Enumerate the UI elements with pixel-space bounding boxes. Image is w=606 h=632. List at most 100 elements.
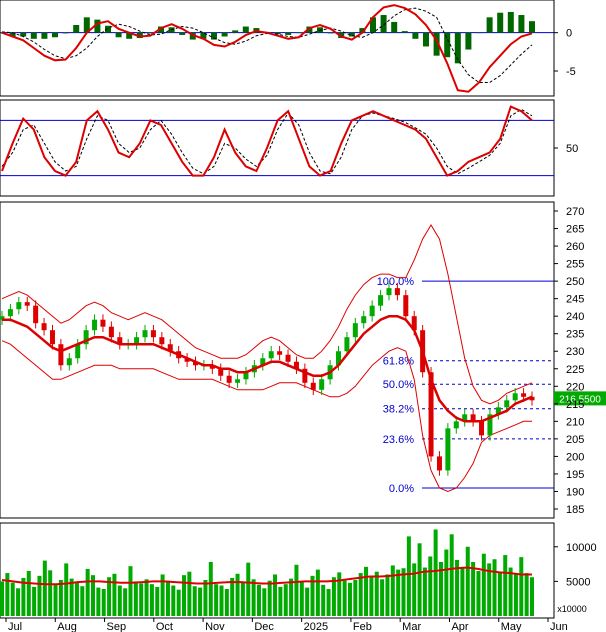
macd-histogram-bar [9,32,16,37]
volume-bar [214,584,219,616]
candle-body [344,337,350,352]
macd-histogram-bar [274,32,281,35]
macd-signal-line [1,7,533,83]
volume-bar [182,575,187,616]
volume-bar [326,589,331,616]
macd-histogram-bar [497,12,504,33]
macd-histogram-bar [486,17,493,33]
price-y-tick-label: 250 [566,276,584,288]
stochastic-d-line [1,108,533,175]
macd-histogram-bar [507,11,514,33]
volume-bar [267,580,272,616]
macd-line [1,4,533,93]
macd-histogram-bar [412,32,419,39]
volume-bar [198,587,203,616]
month-label: Jun [550,621,568,632]
candle-body [66,358,72,366]
macd-histogram-bar [62,32,69,34]
candle-body [24,302,30,306]
candle-body [33,305,39,324]
macd-histogram-bar [232,30,239,33]
volume-bar [471,562,476,616]
candle-body [352,323,358,338]
last-price-badge [554,391,606,406]
price-y-tick-label: 265 [566,224,584,236]
axes: 0 -5 50 270 265 260 255 250 245 240 235 230 225 220 21… [5,28,597,632]
price-y-tick-label: 215 [566,399,584,411]
fib-level-label: 38.2% [383,404,414,416]
month-label: Oct [156,621,173,632]
macd-histogram-bar [401,31,408,33]
volume-bar [16,588,21,616]
candle-body [83,330,89,345]
volume-bar [246,562,251,616]
macd-histogram-bar [433,32,440,56]
volume-bar [133,581,138,616]
candle-body [361,316,367,324]
candle-body [310,382,316,390]
candle-body [436,456,442,471]
moving-average-line [2,314,533,423]
volume-bar [32,586,37,616]
volume-bar [101,589,106,616]
macd-histogram-bar [391,21,398,33]
macd-histogram-bar [30,32,37,39]
volume-bar [337,572,342,616]
candle-body [529,396,535,401]
candle-body [7,309,13,317]
volume-bar [503,555,508,616]
fib-level-label: 61.8% [383,356,414,368]
candle-body [336,351,342,366]
volume-bar [369,577,374,616]
volume-bar [85,568,90,616]
month-label: Jul [8,621,22,632]
candle-body [512,393,518,401]
candle-body [142,330,148,338]
candle-body [0,316,5,320]
price-y-tick-label: 195 [566,469,584,481]
price-y-tick-label: 240 [566,311,584,323]
candle-body [411,316,417,331]
volume-bar [48,570,53,616]
candle-body [378,295,384,306]
candle-body [521,393,527,397]
volume-bar [123,588,128,616]
candle-body [184,358,190,362]
candle-body [285,354,291,362]
macd-histogram-bar [370,17,376,33]
volume-bar [112,573,117,616]
month-label: Mar [402,621,421,632]
macd-histogram-bar [211,32,217,40]
bollinger-upper-band [1,224,533,405]
macd-histogram-bar [189,32,196,40]
volume-bar [192,586,197,616]
macd-histogram-bar [20,32,27,37]
candle-body [108,326,114,338]
macd-histogram-bar [476,32,482,34]
stochastic-y-tick-label: 50 [566,143,578,155]
volume-bar [21,577,26,616]
candle-body [226,375,232,383]
volume-bar [80,586,85,616]
candle-body [209,365,215,369]
candle-body [394,288,400,296]
macd-panel-frame [0,0,555,97]
price-panel-frame [0,201,555,519]
candle-body [487,414,493,436]
month-label: Nov [205,621,225,632]
volume-bar [176,589,181,616]
volume-bar [487,563,492,616]
volume-bar [433,529,438,616]
macd-histogram-bar [295,32,302,34]
macd-histogram-bar [444,32,451,58]
volume-bar [273,574,278,616]
volume-bar [380,579,385,616]
candle-body [58,344,64,366]
volume-bar [444,549,449,616]
volume-y-tick-label: 10000 [566,542,597,554]
macd-histogram-bar [306,26,313,33]
macd-histogram-bar [221,32,228,37]
volume-bar [385,574,390,616]
macd-histogram-bar [105,25,111,33]
candle-body [235,379,241,383]
